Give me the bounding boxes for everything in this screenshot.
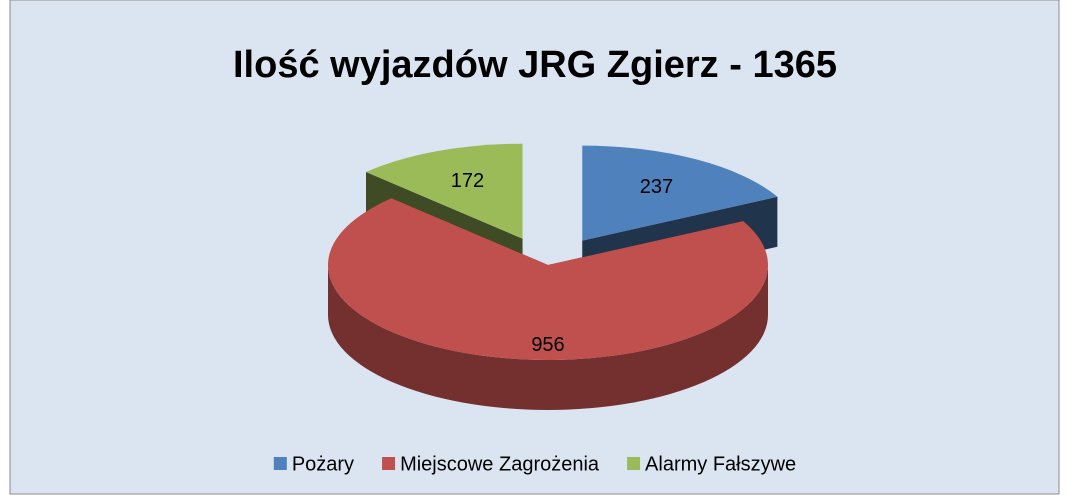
data-label: 172 xyxy=(451,170,484,192)
chart-title: Ilość wyjazdów JRG Zgierz - 1365 xyxy=(233,44,837,86)
legend-swatch xyxy=(627,457,641,470)
legend-swatch xyxy=(382,457,396,470)
legend-swatch xyxy=(273,457,287,470)
slice-side xyxy=(328,265,768,410)
legend-label: Miejscowe Zagrożenia xyxy=(400,453,600,475)
slice-group: 956 xyxy=(328,198,769,410)
slice xyxy=(366,143,523,239)
data-label: 956 xyxy=(531,334,564,356)
slice xyxy=(582,145,778,241)
data-label: 237 xyxy=(640,176,673,198)
slice xyxy=(328,198,769,361)
legend-label: Alarmy Fałszywe xyxy=(645,453,796,475)
legend: Pożary Miejscowe Zagrożenia Alarmy Fałszyw… xyxy=(273,453,796,475)
legend-label: Pożary xyxy=(292,453,354,475)
chart-area xyxy=(9,0,1060,495)
